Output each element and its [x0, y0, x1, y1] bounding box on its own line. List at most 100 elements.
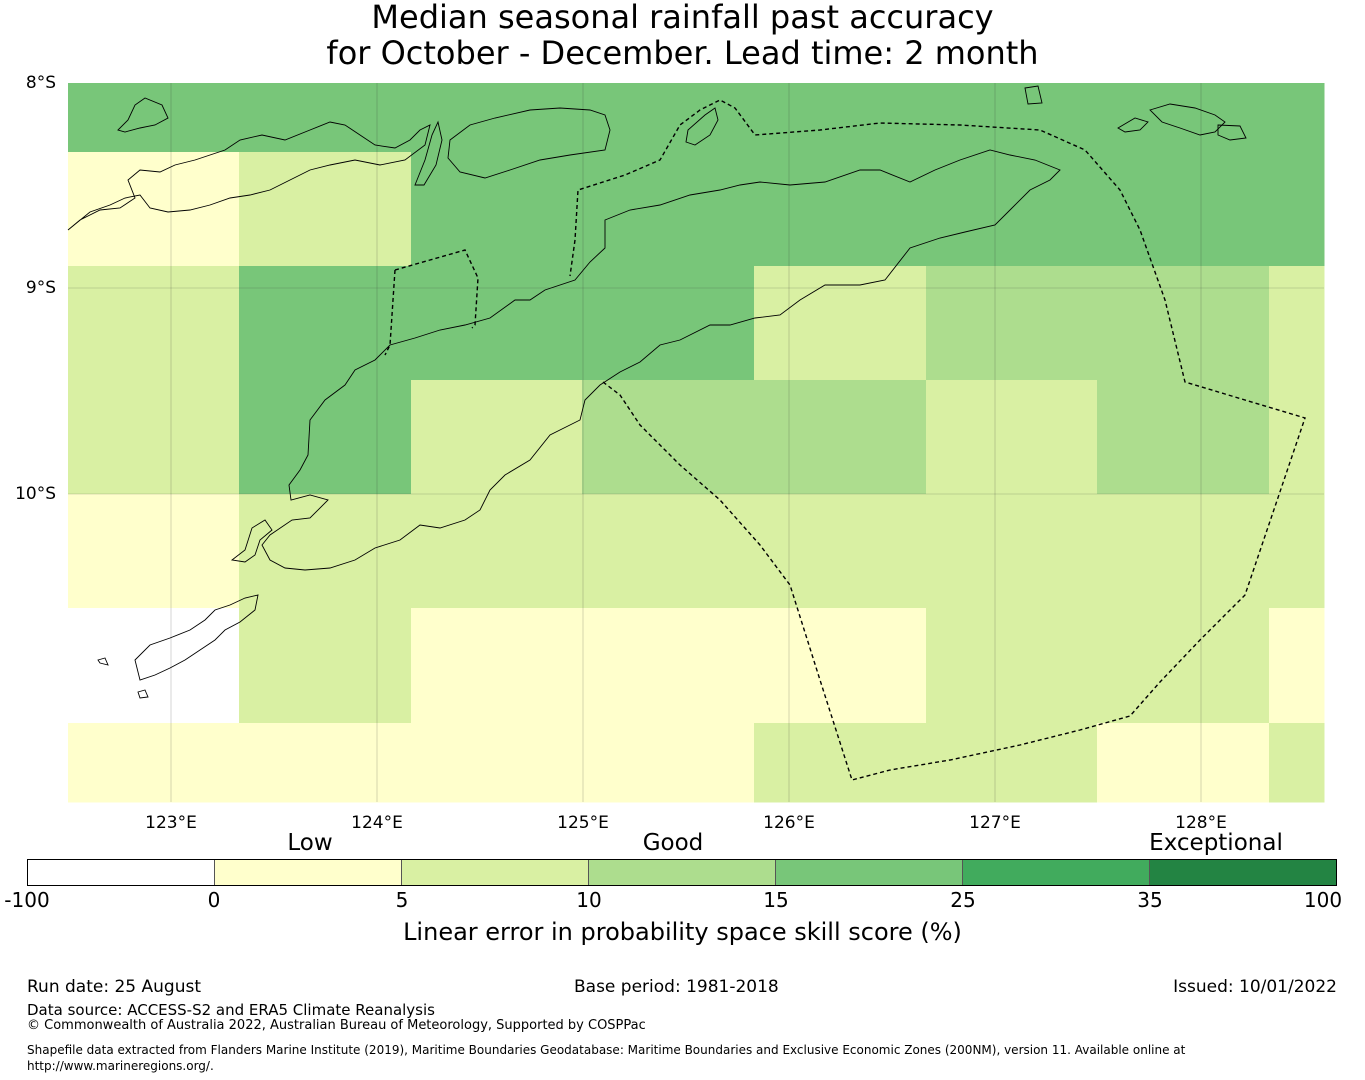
- grid-cell: [754, 266, 927, 381]
- colorbar-tick: 5: [395, 888, 409, 912]
- lat-label-9s: 9°S: [25, 278, 56, 298]
- base-period: Base period: 1981-2018: [574, 977, 779, 997]
- coastlines: [67, 85, 1247, 699]
- lat-label-8s: 8°S: [25, 73, 56, 93]
- colorbar-segment: [215, 860, 402, 885]
- coastline-islet-2: [137, 689, 149, 699]
- grid-cell: [926, 152, 1098, 267]
- lon-label-127e: 127°E: [969, 813, 1021, 833]
- coastline-atauro: [685, 107, 719, 146]
- colorbar-segment: [1150, 860, 1336, 885]
- lat-label-10s: 10°S: [15, 484, 56, 504]
- grid-cell: [411, 723, 583, 803]
- colorbar-tick: 100: [1303, 888, 1343, 912]
- shapefile-credit-line-1: Shapefile data extracted from Flanders M…: [27, 1043, 1186, 1057]
- grid-cell: [68, 380, 240, 495]
- grid-cell: [1097, 608, 1270, 724]
- grid-cell: [1097, 723, 1270, 803]
- grid-cell: [239, 608, 412, 724]
- grid-cell: [926, 380, 1098, 495]
- eez-boundary-oecusse: [394, 249, 479, 329]
- grid-cell: [1269, 494, 1325, 609]
- skill-grid: [68, 83, 1325, 803]
- grid-cell: [68, 83, 240, 153]
- lon-label-125e: 125°E: [557, 813, 609, 833]
- grid-cell: [926, 608, 1098, 724]
- colorbar-tick: 0: [207, 888, 221, 912]
- grid-cell: [411, 494, 583, 609]
- grid-cell: [582, 608, 755, 724]
- coastline-flores: [67, 121, 431, 231]
- chart-title-line-2: for October - December. Lead time: 2 mon…: [326, 34, 1039, 72]
- colorbar-title: Linear error in probability space skill …: [403, 918, 962, 946]
- colorbar-segment: [28, 860, 215, 885]
- grid-cell: [1097, 494, 1270, 609]
- lon-label-123e: 123°E: [145, 813, 197, 833]
- grid-cell: [754, 83, 927, 153]
- grid-cell: [582, 83, 755, 153]
- coastline-timor: [261, 149, 1061, 571]
- coastline-islet-1: [97, 657, 109, 666]
- grid-cell: [1097, 152, 1270, 267]
- grid-cell: [239, 494, 412, 609]
- copyright: © Commonwealth of Australia 2022, Austra…: [27, 1018, 646, 1033]
- grid-cell: [926, 83, 1098, 153]
- colorbar-tick: 10: [576, 888, 602, 912]
- grid-cell: [1097, 266, 1270, 381]
- lon-label-128e: 128°E: [1175, 813, 1227, 833]
- lon-label-124e: 124°E: [351, 813, 403, 833]
- coastline-alor: [447, 107, 611, 179]
- eez-boundaries: [384, 99, 1306, 781]
- map-canvas: [67, 83, 1325, 803]
- grid-cell: [1269, 266, 1325, 381]
- grid-cell: [68, 266, 240, 381]
- grid-cell: [1097, 380, 1270, 495]
- grid-cell: [1097, 83, 1270, 153]
- grid-cell: [754, 608, 927, 724]
- coastline-rote: [230, 519, 273, 563]
- coastline-small-east-2: [1217, 124, 1247, 141]
- grid-cell: [754, 723, 927, 803]
- coastline-wetar: [1149, 103, 1226, 136]
- grid-cell: [1269, 380, 1325, 495]
- coastline-sawu: [134, 594, 259, 681]
- grid-cell: [1269, 83, 1325, 153]
- grid-cell: [1269, 608, 1325, 724]
- colorbar: [27, 859, 1337, 886]
- coastline-small-east-1: [1117, 117, 1149, 133]
- grid-cell: [754, 494, 927, 609]
- grid-cell: [239, 152, 412, 267]
- grid-cell: [411, 266, 583, 381]
- grid-cell: [582, 266, 755, 381]
- colorbar-segment: [963, 860, 1150, 885]
- eez-boundary-oecusse-2: [384, 269, 396, 356]
- grid-cell: [1269, 723, 1325, 803]
- coastline-small-north: [1024, 85, 1043, 105]
- grid-cell: [754, 380, 927, 495]
- graticule: [68, 83, 1324, 802]
- colorbar-tick: 25: [950, 888, 976, 912]
- coastline-lembata: [117, 97, 169, 133]
- grid-cell: [68, 723, 240, 803]
- grid-cell: [582, 494, 755, 609]
- grid-cell: [582, 723, 755, 803]
- grid-cell: [411, 380, 583, 495]
- category-label-good: Good: [642, 830, 704, 856]
- colorbar-tick: 15: [763, 888, 789, 912]
- grid-cell: [411, 152, 583, 267]
- category-label-low: Low: [287, 830, 333, 856]
- grid-cell: [411, 608, 583, 724]
- issued-date: Issued: 10/01/2022: [1173, 977, 1337, 997]
- grid-cell: [1269, 152, 1325, 267]
- coastline-pantar: [414, 120, 443, 186]
- eez-boundary-timor-leste: [569, 99, 1306, 781]
- lon-label-126e: 126°E: [763, 813, 815, 833]
- grid-cell: [239, 266, 412, 381]
- grid-cell: [582, 380, 755, 495]
- colorbar-segment: [402, 860, 589, 885]
- grid-cell: [239, 380, 412, 495]
- grid-cell: [68, 494, 240, 609]
- grid-cell: [926, 723, 1098, 803]
- grid-cell: [926, 266, 1098, 381]
- category-label-exceptional: Exceptional: [1149, 830, 1283, 856]
